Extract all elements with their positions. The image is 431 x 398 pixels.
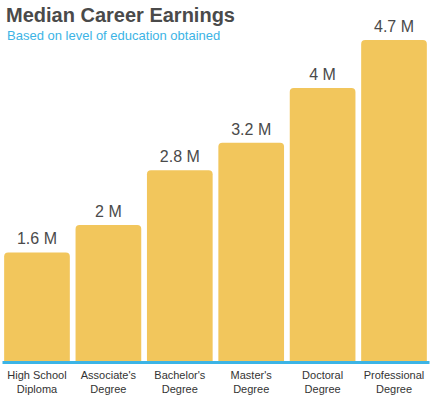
chart: Median Career Earnings Based on level of … [0, 0, 431, 398]
tick-label: Professional Degree [364, 369, 425, 395]
tick-label-line: Degree [305, 383, 341, 395]
tick-label-line: Associate's [81, 369, 137, 381]
tick-label-line: Doctoral [302, 369, 343, 381]
tick-label-line: Bachelor's [154, 369, 206, 381]
tick-label-line: Degree [376, 383, 412, 395]
tick-label-line: Degree [90, 383, 126, 395]
baseline [3, 361, 430, 364]
tick-label: Master's Degree [231, 369, 273, 395]
data-label: 3.2 M [231, 121, 271, 138]
x-axis: High SchoolDiplomaAssociate'sDegreeBache… [3, 363, 430, 396]
bar [290, 88, 356, 362]
tick: Bachelor's Degree [154, 369, 206, 395]
tick-label: Associate's Degree [81, 369, 137, 395]
title: Median Career Earnings [6, 4, 235, 26]
tick-label-line: Degree [233, 383, 269, 395]
tick-label: High School Diploma [7, 369, 66, 395]
tick-label-line: High School [7, 369, 66, 381]
data-label: 4.7 M [374, 18, 414, 35]
data-labels: 1.6 M 2 M 2.8 M 3.2 M 4 M 4.7 M [17, 18, 414, 247]
tick: Professional Degree [364, 369, 425, 395]
tick-label-line: Diploma [17, 383, 58, 395]
bar [361, 40, 427, 362]
bar [4, 252, 70, 362]
tick-label-line: Master's [231, 369, 273, 381]
data-label: 2 M [95, 203, 122, 220]
tick: Doctoral Degree [302, 369, 343, 395]
bar [147, 170, 213, 362]
tick-label: Bachelor's Degree [154, 369, 206, 395]
subtitle: Based on level of education obtained [7, 28, 220, 43]
bars [4, 40, 427, 362]
bar [76, 225, 142, 362]
data-label: 4 M [309, 66, 336, 83]
tick: Associate's Degree [81, 369, 137, 395]
tick-label: Doctoral Degree [302, 369, 343, 395]
tick-label-line: Degree [162, 383, 198, 395]
tick-label-line: Professional [364, 369, 425, 381]
tick: Master's Degree [231, 369, 273, 395]
data-label: 2.8 M [160, 148, 200, 165]
data-label: 1.6 M [17, 230, 57, 247]
bar [218, 143, 284, 362]
tick: High School Diploma [7, 369, 66, 395]
